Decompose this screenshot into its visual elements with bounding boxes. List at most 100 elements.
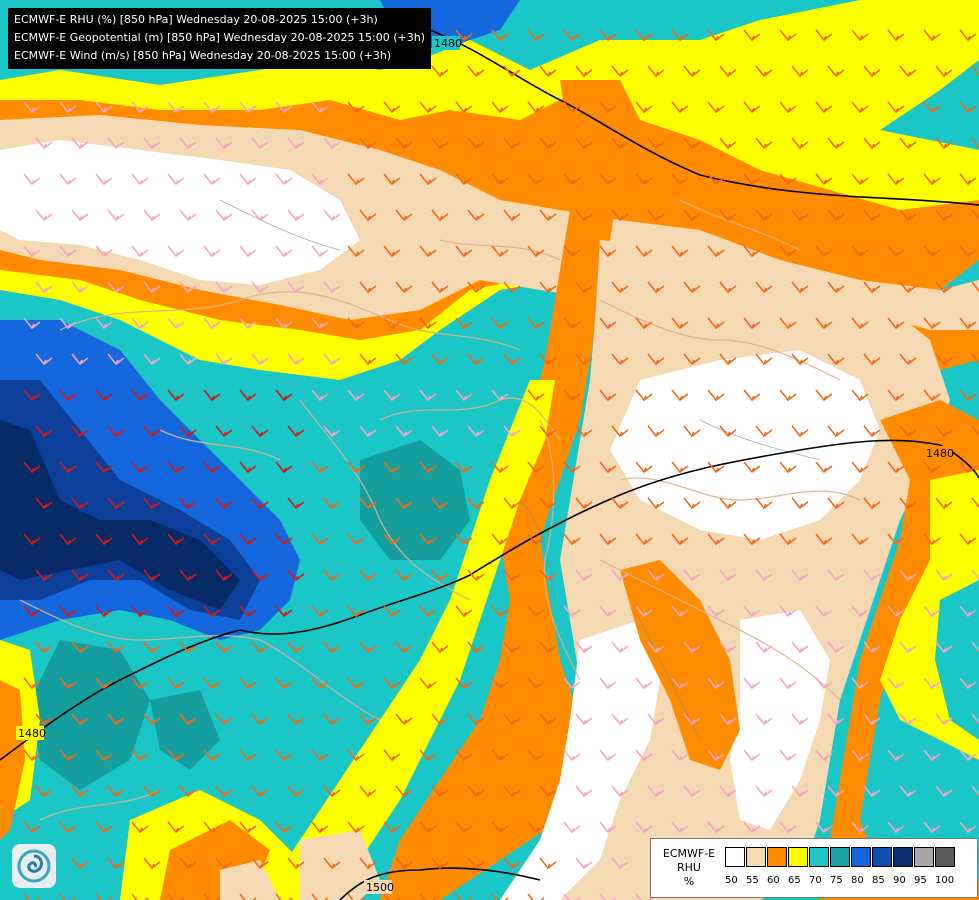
wind-barb <box>635 461 653 474</box>
wind-barb <box>395 785 413 798</box>
legend-ticks: 50 55 60 65 70 75 80 85 90 95 100 <box>725 875 956 886</box>
wind-barb <box>779 173 797 186</box>
wind-barb <box>611 641 629 654</box>
wind-barb <box>419 101 437 114</box>
wind-barb <box>923 29 941 42</box>
wind-barb <box>239 461 257 474</box>
wind-barb <box>395 857 413 870</box>
wind-barb <box>107 497 125 510</box>
wind-barb <box>683 281 701 294</box>
wind-barb <box>539 497 557 510</box>
wind-barb <box>635 677 653 690</box>
isoline-label-south: 1500 <box>366 881 394 894</box>
wind-barb <box>143 857 161 870</box>
wind-barb <box>239 677 257 690</box>
wind-barb <box>287 569 305 582</box>
wind-barb <box>35 281 53 294</box>
wind-barb <box>779 821 797 834</box>
wind-barb <box>215 857 233 870</box>
wind-barb <box>323 713 341 726</box>
wind-barb <box>251 569 269 582</box>
wind-barb <box>611 425 629 438</box>
wind-barb <box>179 209 197 222</box>
wind-barb <box>143 497 161 510</box>
wind-barb <box>359 713 377 726</box>
wind-barb <box>107 137 125 150</box>
wind-barb <box>923 749 941 762</box>
wind-barb <box>647 65 665 78</box>
wind-barb <box>323 785 341 798</box>
wind-barb <box>203 677 221 690</box>
wind-barb <box>287 713 305 726</box>
wind-barb <box>359 353 377 366</box>
wind-barb <box>215 209 233 222</box>
wind-barb <box>431 353 449 366</box>
wind-barb <box>707 677 725 690</box>
wind-barb <box>815 317 833 330</box>
wind-barb <box>179 137 197 150</box>
wind-barb <box>143 281 161 294</box>
wind-barb <box>791 497 809 510</box>
wind-barb <box>131 605 149 618</box>
wind-barb <box>359 569 377 582</box>
wind-barb <box>887 173 905 186</box>
wind-barb <box>707 317 725 330</box>
wind-barb <box>635 101 653 114</box>
wind-barb <box>851 533 869 546</box>
geopotential-isolines <box>0 29 979 900</box>
wind-barb <box>287 353 305 366</box>
wind-barb <box>503 785 521 798</box>
legend-tick-label: 60 <box>767 875 780 886</box>
wind-barb <box>179 281 197 294</box>
wind-barb <box>599 245 617 258</box>
wind-barb <box>935 713 953 726</box>
wind-barb <box>59 173 77 186</box>
wind-barb <box>179 641 197 654</box>
wind-barb <box>95 749 113 762</box>
wind-barb <box>827 209 845 222</box>
wind-barb <box>95 317 113 330</box>
wind-barb <box>491 605 509 618</box>
wind-barb <box>491 533 509 546</box>
wind-barb <box>971 785 979 797</box>
wind-barb <box>791 569 809 582</box>
wind-barb <box>971 713 979 725</box>
wind-barb <box>635 533 653 546</box>
wind-barb <box>179 857 197 870</box>
wind-barb <box>95 605 113 618</box>
wind-barb <box>851 677 869 690</box>
wind-barb <box>215 137 233 150</box>
wind-barb <box>683 713 701 726</box>
wind-barb <box>431 65 449 78</box>
wind-barb <box>971 281 979 293</box>
wind-barb <box>671 677 689 690</box>
wind-barb <box>539 569 557 582</box>
wind-barb <box>755 569 773 582</box>
wind-barb <box>527 245 545 258</box>
wind-barb <box>455 893 473 900</box>
wind-barb <box>59 533 77 546</box>
wind-barb <box>671 173 689 186</box>
wind-barb <box>935 209 953 222</box>
wind-barb <box>503 569 521 582</box>
wind-barb <box>599 677 617 690</box>
wind-barb <box>383 389 401 402</box>
wind-barb <box>539 785 557 798</box>
wind-barb <box>419 893 437 900</box>
wind-barb <box>527 605 545 618</box>
wind-barb <box>827 785 845 798</box>
wind-barb <box>863 569 881 582</box>
wind-barb <box>23 821 41 834</box>
wind-barb <box>179 785 197 798</box>
wind-barb <box>611 65 629 78</box>
wind-barb <box>743 677 761 690</box>
wind-barb <box>815 389 833 402</box>
wind-barb <box>215 785 233 798</box>
wind-barb <box>203 317 221 330</box>
legend-swatch <box>788 847 808 867</box>
wind-barb <box>179 353 197 366</box>
wind-barb <box>203 821 221 834</box>
wind-barb <box>575 65 593 78</box>
wind-barb <box>311 173 329 186</box>
